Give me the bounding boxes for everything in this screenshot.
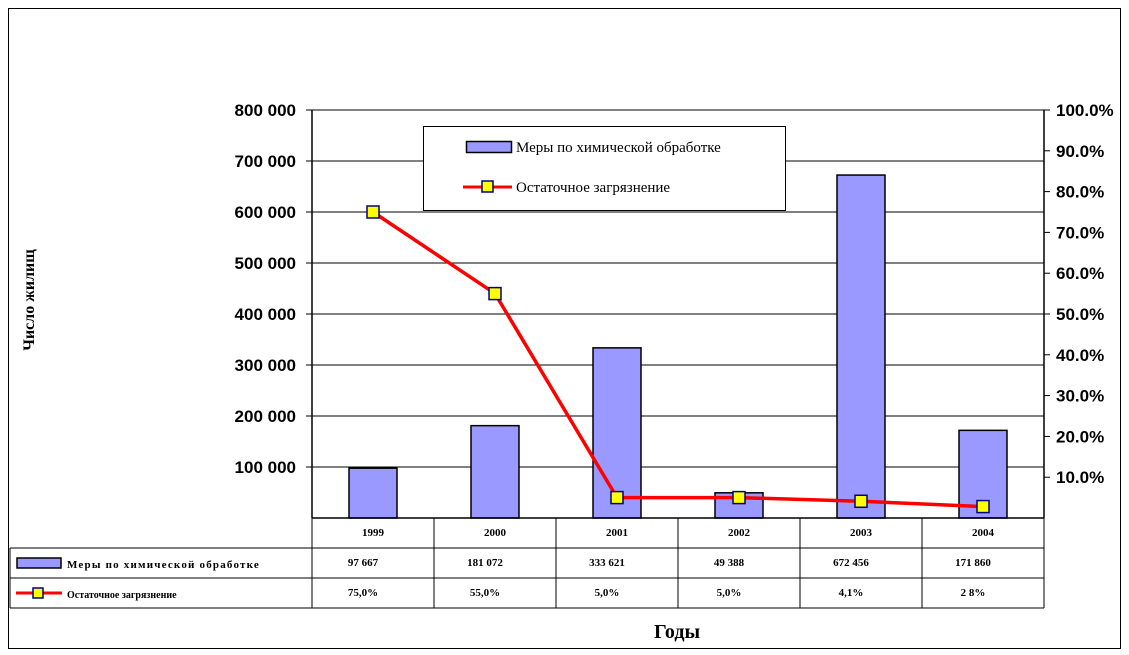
table-category-label: 1999: [362, 527, 385, 539]
table-category-label: 2003: [850, 527, 873, 539]
table-value-line: 55,0%: [470, 587, 500, 599]
y2-tick-label: 100.0%: [1056, 101, 1114, 120]
table-value-bars: 49 388: [714, 557, 745, 569]
x-axis-title: Годы: [654, 621, 701, 643]
line-marker: [610, 490, 624, 505]
chart-border: [8, 8, 1121, 649]
line-marker: [366, 205, 380, 219]
line-marker: [976, 499, 990, 514]
legend-label-bars: Меры по химической обработке: [516, 140, 721, 156]
y2-tick-label: 20.0%: [1056, 427, 1104, 446]
table-value-bars: 171 860: [955, 557, 991, 569]
y-tick-label: 200 000: [235, 407, 296, 426]
legend: Меры по химической обработке Остаточное …: [423, 126, 786, 211]
y2-tick-label: 60.0%: [1056, 264, 1104, 283]
y-tick-label: 100 000: [235, 458, 296, 477]
table-row-label-bars: Меры по химической обработке: [67, 559, 260, 571]
table-value-line: 75,0%: [348, 587, 378, 599]
table-value-line: 4,1%: [839, 587, 864, 599]
y2-tick-label: 40.0%: [1056, 346, 1104, 365]
bar: [836, 174, 886, 519]
line-marker: [732, 490, 746, 505]
y2-tick-label: 30.0%: [1056, 387, 1104, 406]
y2-tick-label: 80.0%: [1056, 183, 1104, 202]
line-series: [366, 205, 990, 514]
y2-tick-label: 90.0%: [1056, 142, 1104, 161]
legend-line-marker: [481, 180, 494, 193]
y-tick-label: 600 000: [235, 203, 296, 222]
y-tick-label: 300 000: [235, 356, 296, 375]
table-value-line: 2 8%: [961, 587, 986, 599]
table-value-bars: 181 072: [467, 557, 503, 569]
line-marker: [488, 286, 502, 301]
legend-box: [423, 126, 786, 211]
table-category-label: 2002: [728, 527, 751, 539]
y2-tick-label: 50.0%: [1056, 305, 1104, 324]
data-table: 1999 2000 2001 2002 2003 2004 Меры по химическ…: [9, 517, 1045, 609]
table-value-line: 5,0%: [717, 587, 742, 599]
bar: [470, 424, 520, 519]
table-value-bars: 672 456: [833, 557, 869, 569]
legend-label-line: Остаточное загрязнение: [516, 180, 670, 196]
bar: [348, 467, 398, 519]
table-value-bars: 333 621: [589, 557, 625, 569]
y-tick-label: 400 000: [235, 305, 296, 324]
table-line-marker: [32, 587, 44, 599]
bar-series: [348, 174, 1008, 519]
right-axis-ticks: 100.0% 90.0% 80.0% 70.0% 60.0% 50.0% 40.0% 30.0…: [1044, 101, 1114, 487]
y-axis-title: Число жилищ: [21, 249, 38, 351]
table-bar-swatch: [16, 557, 62, 569]
legend-bar-swatch: [465, 140, 513, 154]
table-category-label: 2001: [606, 527, 628, 539]
bar: [592, 347, 642, 519]
y2-tick-label: 10.0%: [1056, 468, 1104, 487]
table-row-label-line: Остаточное загрязнение: [67, 590, 177, 601]
table-category-label: 2004: [972, 527, 995, 539]
table-value-bars: 97 667: [348, 557, 379, 569]
line-path: [372, 210, 984, 509]
left-axis-ticks: 800 000 700 000 600 000 500 000 400 000 300 0…: [235, 101, 312, 477]
y-tick-label: 500 000: [235, 254, 296, 273]
line-marker: [854, 494, 868, 509]
y2-tick-label: 70.0%: [1056, 223, 1104, 242]
y-tick-label: 800 000: [235, 101, 296, 120]
table-value-line: 5,0%: [595, 587, 620, 599]
table-category-label: 2000: [484, 527, 507, 539]
y-tick-label: 700 000: [235, 152, 296, 171]
